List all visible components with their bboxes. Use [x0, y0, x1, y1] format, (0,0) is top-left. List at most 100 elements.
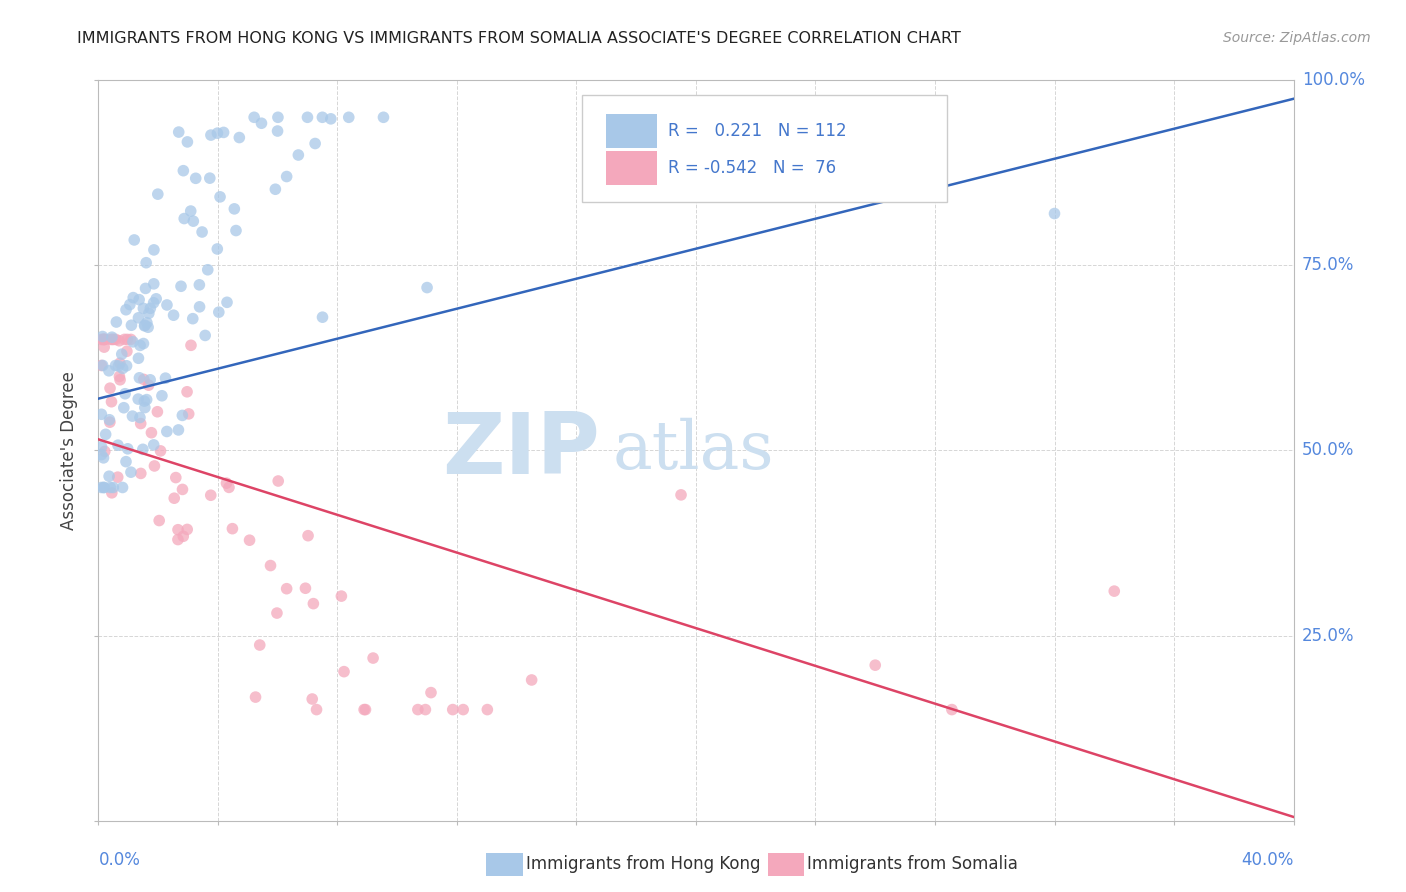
Point: [129, 467, 152, 481]
Text: 40.0%: 40.0%: [1241, 851, 1294, 869]
Point: [146, 405, 169, 419]
Point: [91, 329, 114, 343]
Point: [181, 311, 204, 326]
Point: [132, 336, 155, 351]
Point: [90, 448, 112, 462]
Point: [1104, 584, 1126, 599]
Point: [416, 280, 439, 294]
Point: [181, 214, 204, 228]
Text: IMMIGRANTS FROM HONG KONG VS IMMIGRANTS FROM SOMALIA ASSOCIATE'S DEGREE CORRELAT: IMMIGRANTS FROM HONG KONG VS IMMIGRANTS …: [77, 31, 962, 46]
Point: [90, 440, 112, 454]
Point: [142, 438, 165, 452]
Point: [200, 128, 222, 142]
Point: [90, 332, 112, 346]
Y-axis label: Associate's Degree: Associate's Degree: [60, 371, 79, 530]
Point: [172, 529, 194, 543]
Point: [215, 476, 238, 491]
Point: [134, 394, 156, 409]
Text: 25.0%: 25.0%: [1302, 626, 1354, 645]
Point: [104, 359, 127, 373]
Point: [120, 318, 142, 333]
Point: [111, 480, 134, 494]
Point: [114, 332, 136, 346]
Point: [93, 450, 115, 465]
Point: [141, 425, 163, 440]
Point: [146, 187, 169, 202]
Text: Immigrants from Somalia: Immigrants from Somalia: [807, 855, 1018, 873]
Point: [122, 291, 145, 305]
Point: [129, 410, 152, 425]
Point: [104, 332, 127, 346]
Point: [108, 334, 131, 348]
Point: [215, 295, 238, 310]
Point: [134, 318, 156, 333]
Point: [170, 279, 193, 293]
Point: [941, 703, 963, 717]
Point: [138, 378, 160, 392]
Point: [221, 522, 243, 536]
Text: Source: ZipAtlas.com: Source: ZipAtlas.com: [1223, 31, 1371, 45]
Point: [114, 386, 136, 401]
Point: [297, 529, 319, 543]
Point: [150, 389, 173, 403]
Point: [98, 480, 121, 494]
Point: [167, 523, 190, 537]
Text: 100.0%: 100.0%: [1302, 71, 1365, 89]
Point: [101, 332, 124, 346]
Point: [330, 589, 353, 603]
Point: [139, 301, 162, 316]
Point: [90, 407, 112, 421]
Point: [333, 665, 356, 679]
Point: [156, 425, 179, 439]
Point: [354, 703, 377, 717]
Point: [103, 332, 125, 346]
Point: [441, 703, 464, 717]
Point: [415, 703, 437, 717]
Point: [107, 438, 129, 452]
Point: [142, 295, 165, 310]
Point: [139, 373, 162, 387]
Point: [243, 111, 266, 125]
Point: [91, 359, 114, 373]
Point: [138, 306, 160, 320]
Point: [105, 315, 128, 329]
Point: [135, 281, 157, 295]
Text: R =   0.221   N = 112: R = 0.221 N = 112: [668, 121, 846, 140]
Point: [98, 413, 121, 427]
Point: [108, 356, 131, 370]
Point: [304, 136, 326, 151]
Point: [194, 328, 217, 343]
Point: [1043, 206, 1066, 220]
Point: [353, 703, 375, 717]
Point: [191, 225, 214, 239]
Point: [143, 458, 166, 473]
Point: [103, 480, 125, 494]
Point: [101, 485, 124, 500]
Point: [337, 111, 360, 125]
Point: [97, 364, 120, 378]
Point: [90, 480, 112, 494]
Point: [297, 111, 319, 125]
Point: [172, 483, 194, 497]
Text: atlas: atlas: [613, 417, 773, 483]
Point: [149, 443, 172, 458]
Point: [172, 409, 194, 423]
Text: 75.0%: 75.0%: [1302, 256, 1354, 275]
Point: [173, 211, 195, 226]
Point: [180, 338, 202, 352]
Point: [188, 277, 211, 292]
Point: [93, 332, 115, 346]
Point: [302, 597, 325, 611]
Point: [93, 332, 115, 346]
Point: [406, 703, 429, 717]
Point: [163, 491, 186, 506]
Point: [135, 392, 157, 407]
Point: [172, 163, 194, 178]
Point: [177, 407, 200, 421]
Point: [249, 638, 271, 652]
Point: [245, 690, 267, 704]
Point: [267, 474, 290, 488]
Point: [266, 606, 288, 620]
Point: [207, 126, 229, 140]
Point: [94, 332, 117, 346]
